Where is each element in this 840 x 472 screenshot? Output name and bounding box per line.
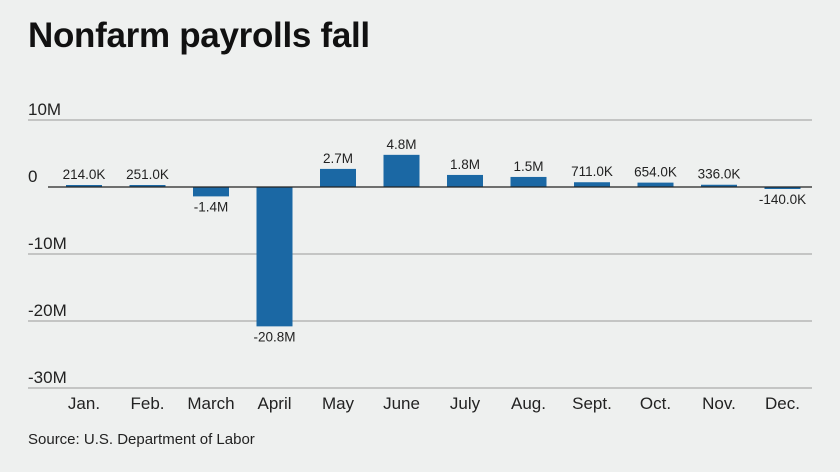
x-category-label: Jan. <box>68 394 100 413</box>
bar <box>129 185 166 187</box>
x-category-label: Oct. <box>640 394 671 413</box>
data-label: 654.0K <box>634 165 677 180</box>
bar <box>447 174 483 187</box>
x-category-label: April <box>257 394 291 413</box>
data-labels: 214.0K 251.0K -1.4M -20.8M 2.7M 4.8M 1.8M 1.5M 7… <box>63 137 807 345</box>
data-label: -140.0K <box>759 192 806 207</box>
bar <box>320 168 356 187</box>
data-label: 336.0K <box>698 167 741 182</box>
bar <box>383 154 420 187</box>
data-label: 1.5M <box>513 159 543 174</box>
data-label: 2.7M <box>323 151 353 166</box>
bar <box>193 187 229 197</box>
x-category-label: May <box>322 394 355 413</box>
y-axis-tick-labels: 10M 0 -10M -20M -30M <box>28 100 67 387</box>
bar <box>66 185 102 187</box>
x-category-label: June <box>383 394 420 413</box>
y-tick-label: -10M <box>28 234 67 253</box>
data-label: 214.0K <box>63 167 106 182</box>
x-category-label: March <box>187 394 234 413</box>
x-category-label: Dec. <box>765 394 800 413</box>
source-note: Source: U.S. Department of Labor <box>28 431 255 448</box>
bar <box>764 187 801 189</box>
bars <box>66 154 801 327</box>
y-tick-label: -20M <box>28 301 67 320</box>
chart-title: Nonfarm payrolls fall <box>28 16 370 55</box>
bar <box>701 184 737 187</box>
y-tick-label: 10M <box>28 100 61 119</box>
bar <box>510 176 547 187</box>
x-category-label: Aug. <box>511 394 546 413</box>
data-label: -20.8M <box>253 329 295 344</box>
x-category-label: Sept. <box>572 394 612 413</box>
x-category-label: Nov. <box>702 394 736 413</box>
y-tick-label: -30M <box>28 368 67 387</box>
data-label: 4.8M <box>386 137 416 152</box>
gridlines <box>28 119 812 389</box>
bar <box>256 187 293 327</box>
x-axis-category-labels: Jan. Feb. March April May June July Aug. Sept. Oc… <box>68 394 800 413</box>
x-category-label: Feb. <box>130 394 164 413</box>
data-label: 251.0K <box>126 167 169 182</box>
data-label: 711.0K <box>571 164 613 179</box>
x-category-label: July <box>450 394 481 413</box>
data-label: 1.8M <box>450 157 480 172</box>
data-label: -1.4M <box>194 199 229 214</box>
bar <box>637 182 674 187</box>
y-tick-label: 0 <box>28 167 37 186</box>
bar <box>574 182 610 187</box>
